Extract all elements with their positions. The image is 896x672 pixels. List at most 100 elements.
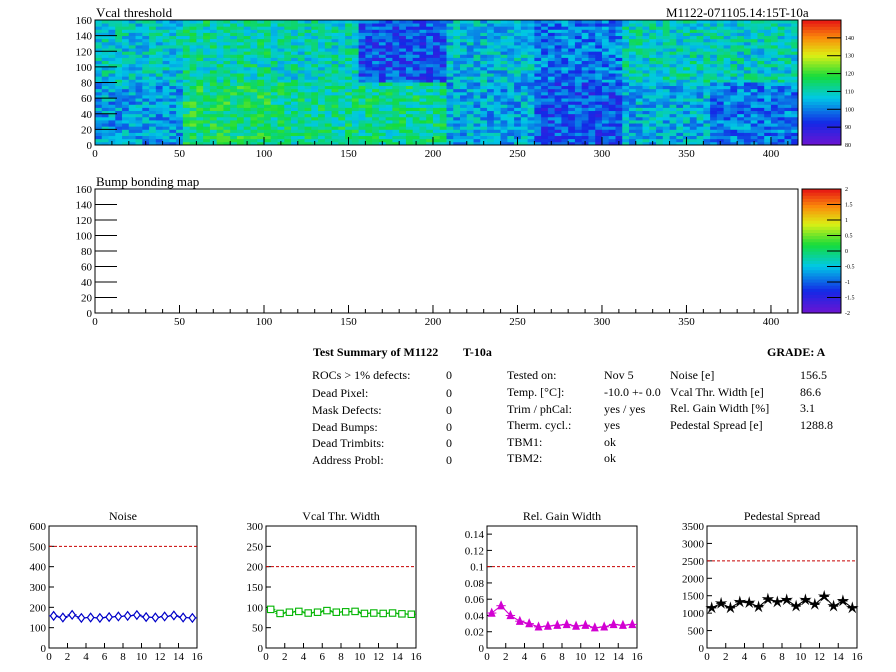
heatmap-cell <box>743 26 752 30</box>
heatmap-cell <box>574 70 583 74</box>
heatmap-cell <box>108 73 116 77</box>
heatmap-cell <box>162 132 170 137</box>
heatmap-cell <box>541 51 549 55</box>
heatmap-cell <box>230 120 238 124</box>
heatmap-cell <box>250 45 258 49</box>
heatmap-cell <box>257 135 265 140</box>
heatmap-cell <box>115 123 123 127</box>
heatmap-cell <box>676 54 684 58</box>
heatmap-cell <box>257 79 265 83</box>
heatmap-cell <box>331 63 339 68</box>
heatmap-cell <box>142 88 150 93</box>
heatmap-cell <box>683 113 691 118</box>
data-point <box>761 592 775 605</box>
heatmap-cell <box>122 23 130 27</box>
heatmap-cell <box>169 85 177 90</box>
heatmap-cell <box>568 48 576 52</box>
heatmap-cell <box>115 113 123 118</box>
heatmap-cell <box>770 104 779 108</box>
heatmap-cell <box>629 57 637 62</box>
heatmap-cell <box>223 70 231 74</box>
heatmap-cell <box>345 54 353 58</box>
defect-label: Address Probl: <box>312 453 384 467</box>
heatmap-cell <box>507 126 515 130</box>
heatmap-cell <box>439 35 447 40</box>
heatmap-cell <box>432 73 441 77</box>
heatmap-cell <box>466 26 474 30</box>
heatmap-cell <box>750 35 758 40</box>
heatmap-cell <box>662 88 670 93</box>
heatmap-cell <box>629 113 637 118</box>
heatmap-cell <box>324 95 332 99</box>
heatmap-cell <box>189 135 197 140</box>
heatmap-cell <box>480 101 488 105</box>
heatmap-cell <box>230 51 238 55</box>
heatmap-cell <box>372 88 380 93</box>
heatmap-cell <box>176 98 184 102</box>
heatmap-cell <box>683 110 691 115</box>
heatmap-cell <box>750 41 758 46</box>
heatmap-cell <box>203 120 211 124</box>
heatmap-cell <box>372 107 380 112</box>
heatmap-cell <box>500 123 508 127</box>
heatmap-cell <box>466 48 474 52</box>
heatmap-cell <box>230 70 238 74</box>
heatmap-cell <box>284 91 292 96</box>
heatmap-cell <box>263 76 272 80</box>
heatmap-cell <box>649 132 657 137</box>
heatmap-cell <box>635 135 643 140</box>
y-tick-label: 160 <box>76 184 93 196</box>
heatmap-cell <box>561 73 569 77</box>
heatmap-cell <box>460 57 468 62</box>
heatmap-cell <box>601 45 610 49</box>
heatmap-cell <box>568 29 576 33</box>
heatmap-cell <box>399 23 407 27</box>
heatmap-cell <box>737 135 745 140</box>
heatmap-cell <box>541 57 549 62</box>
heatmap-cell <box>311 73 319 77</box>
heatmap-cell <box>716 88 725 93</box>
heatmap-cell <box>426 38 434 43</box>
heatmap-cell <box>223 126 231 130</box>
heatmap-cell <box>791 32 799 37</box>
heatmap-cell <box>182 32 191 37</box>
heatmap-cell <box>122 104 130 108</box>
heatmap-cell <box>412 101 420 105</box>
heatmap-cell <box>608 88 616 93</box>
heatmap-cell <box>209 138 218 143</box>
heatmap-cell <box>581 101 589 105</box>
heatmap-cell <box>311 98 319 102</box>
heatmap-cell <box>439 91 447 96</box>
heatmap-cell <box>351 35 360 40</box>
heatmap-cell <box>635 54 643 58</box>
heatmap-cell <box>311 123 319 127</box>
heatmap-cell <box>676 135 684 140</box>
data-point <box>323 606 331 615</box>
heatmap-cell <box>656 132 664 137</box>
heatmap-cell <box>311 54 319 58</box>
heatmap-cell <box>270 35 278 40</box>
heatmap-cell <box>223 113 231 118</box>
heatmap-cell <box>743 41 752 46</box>
heatmap-cell <box>419 41 427 46</box>
heatmap-cell <box>128 129 136 133</box>
heatmap-cell <box>453 135 461 140</box>
heatmap-cell <box>149 41 157 46</box>
heatmap-cell <box>405 79 414 83</box>
heatmap-cell <box>642 66 650 71</box>
heatmap-cell <box>649 107 657 112</box>
heatmap-cell <box>101 95 109 99</box>
heatmap-cell <box>507 123 515 127</box>
data-point <box>705 601 719 614</box>
heatmap-cell <box>182 141 191 146</box>
heatmap-cell <box>358 107 366 112</box>
heatmap-cell <box>507 129 515 133</box>
heatmap-cell <box>284 23 292 27</box>
heatmap-cell <box>500 107 508 112</box>
heatmap-cell <box>689 45 698 49</box>
heatmap-cell <box>730 107 738 112</box>
heatmap-cell <box>270 88 278 93</box>
heatmap-cell <box>142 63 150 68</box>
heatmap-cell <box>608 45 616 49</box>
heatmap-cell <box>534 98 542 102</box>
